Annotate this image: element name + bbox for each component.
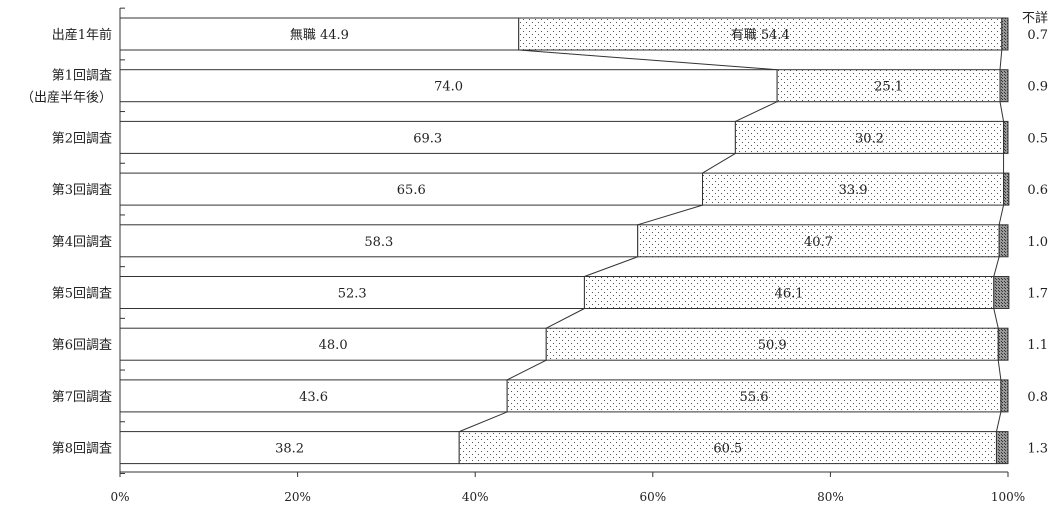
x-tick-label: 0% bbox=[110, 490, 129, 504]
bar-segment bbox=[119, 120, 736, 154]
connector-line bbox=[993, 308, 999, 329]
value-label-employed: 25.1 bbox=[874, 80, 903, 95]
x-tick-label: 60% bbox=[639, 490, 666, 504]
x-tick-label: 100% bbox=[991, 490, 1025, 504]
connector-lines bbox=[459, 49, 1005, 433]
connector-line bbox=[637, 204, 703, 226]
category-label: 第8回調査 bbox=[52, 442, 112, 457]
value-label-unemployed: 無職 44.9 bbox=[290, 28, 349, 43]
value-label-unknown: 0.9 bbox=[1027, 80, 1048, 95]
value-label-unemployed: 58.3 bbox=[364, 235, 393, 250]
value-label-employed: 50.9 bbox=[758, 338, 787, 353]
value-label-unemployed: 43.6 bbox=[299, 390, 328, 405]
value-label-unknown: 1.7 bbox=[1027, 287, 1048, 302]
bar-segment bbox=[999, 69, 1009, 103]
connector-line bbox=[546, 308, 585, 329]
value-label-employed: 46.1 bbox=[775, 287, 804, 302]
category-label: 第1回調査 bbox=[52, 69, 112, 84]
connector-line bbox=[506, 359, 547, 381]
bar-segment bbox=[993, 276, 1010, 309]
connector-line bbox=[997, 360, 1002, 380]
bar-segment bbox=[637, 224, 1000, 258]
value-label-unknown: 1.0 bbox=[1027, 235, 1048, 250]
bar-segment bbox=[1000, 379, 1009, 413]
category-label: （出産半年後） bbox=[21, 90, 112, 106]
bar-segment bbox=[776, 69, 1001, 103]
value-label-unknown: 0.6 bbox=[1027, 183, 1048, 198]
bar-segment bbox=[119, 379, 508, 413]
connector-line bbox=[702, 152, 736, 174]
value-label-unemployed: 74.0 bbox=[434, 80, 463, 95]
value-label-unknown: 0.5 bbox=[1027, 131, 1048, 146]
unknown-header: 不詳 bbox=[1022, 10, 1048, 26]
connector-line bbox=[999, 49, 1003, 70]
value-label-unemployed: 48.0 bbox=[319, 338, 348, 353]
value-label-unknown: 0.8 bbox=[1027, 390, 1048, 405]
bar-segment bbox=[1003, 120, 1009, 154]
bar-segment bbox=[583, 276, 995, 309]
value-label-unemployed: 38.2 bbox=[275, 442, 304, 457]
x-tick-label: 40% bbox=[462, 490, 489, 504]
value-label-employed: 33.9 bbox=[839, 183, 868, 198]
connector-line bbox=[518, 49, 778, 71]
value-label-employed: 有職 54.4 bbox=[731, 28, 790, 43]
bar-segment bbox=[734, 120, 1005, 154]
connector-line bbox=[993, 256, 1000, 277]
value-label-unknown: 0.7 bbox=[1027, 28, 1048, 43]
category-label: 第2回調査 bbox=[52, 131, 112, 146]
value-label-unemployed: 65.6 bbox=[397, 183, 426, 198]
x-tick-label: 80% bbox=[817, 490, 844, 504]
value-label-unemployed: 69.3 bbox=[413, 131, 442, 146]
bar-segment bbox=[119, 17, 520, 51]
value-label-unknown: 1.3 bbox=[1027, 442, 1048, 457]
bar-segment bbox=[119, 224, 639, 258]
value-label-unknown: 1.1 bbox=[1027, 338, 1048, 353]
bar-segment bbox=[1001, 17, 1009, 51]
category-label: 第6回調査 bbox=[52, 338, 112, 353]
axis bbox=[119, 7, 1009, 477]
bar-segment bbox=[119, 327, 547, 361]
category-label: 出産1年前 bbox=[52, 27, 112, 43]
connector-line bbox=[995, 411, 1002, 432]
category-label: 第7回調査 bbox=[52, 390, 112, 405]
bar-segment bbox=[995, 431, 1009, 465]
category-label: 第5回調査 bbox=[52, 287, 112, 302]
category-label: 第3回調査 bbox=[52, 183, 112, 198]
bar-segment bbox=[997, 327, 1009, 361]
connector-line bbox=[735, 101, 778, 122]
bar-segment bbox=[1003, 172, 1010, 206]
connector-line bbox=[459, 411, 508, 433]
bar-segment bbox=[119, 276, 585, 309]
connector-line bbox=[998, 204, 1005, 225]
bar-segment bbox=[702, 172, 1005, 206]
bar-segment bbox=[119, 69, 778, 103]
value-label-employed: 40.7 bbox=[804, 235, 833, 250]
bar-segment bbox=[518, 17, 1003, 51]
bar-segment bbox=[458, 431, 997, 465]
value-label-employed: 60.5 bbox=[713, 442, 742, 457]
x-tick-label: 20% bbox=[284, 490, 311, 504]
bar-segment bbox=[506, 379, 1002, 413]
category-label: 第4回調査 bbox=[52, 235, 112, 250]
labels: 出産1年前 無職 44.9 有職 54.4 0.7 第1回調査 （出産半年後） 74.0 25… bbox=[21, 10, 1048, 504]
bars bbox=[119, 17, 1010, 465]
value-label-employed: 55.6 bbox=[740, 390, 769, 405]
value-label-employed: 30.2 bbox=[855, 131, 884, 146]
connector-line bbox=[999, 101, 1005, 122]
connector-line bbox=[584, 256, 638, 277]
bar-segment bbox=[545, 327, 999, 361]
value-label-unemployed: 52.3 bbox=[338, 287, 367, 302]
bar-segment bbox=[998, 224, 1009, 258]
